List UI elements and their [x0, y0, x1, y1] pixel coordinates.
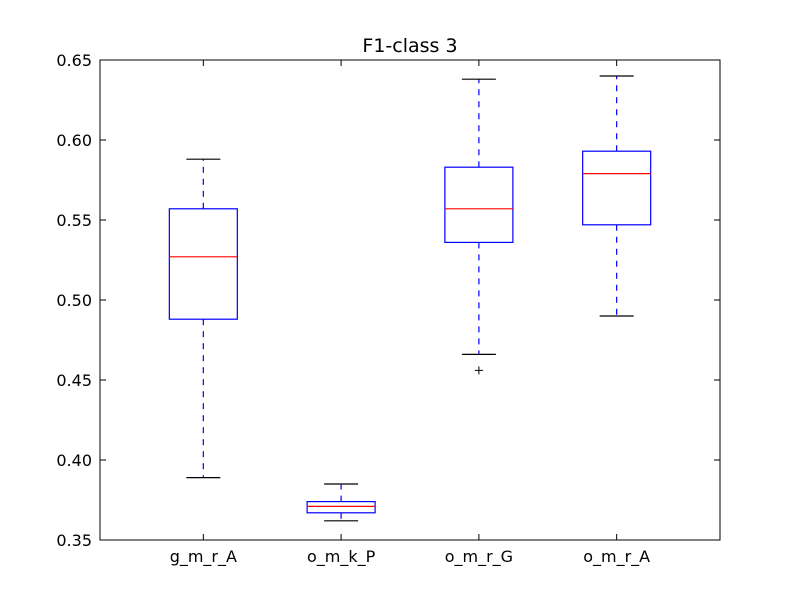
chart-title: F1-class 3 — [362, 35, 457, 57]
iqr-box — [306, 501, 376, 514]
y-tick-label: 0.45 — [56, 371, 92, 390]
x-tick-label: g_m_r_A — [170, 547, 237, 567]
y-tick-label: 0.40 — [56, 451, 92, 470]
iqr-box — [444, 166, 514, 243]
y-tick-label: 0.60 — [56, 131, 92, 150]
iqr-box — [582, 150, 652, 226]
y-tick-label: 0.50 — [56, 291, 92, 310]
y-tick-label: 0.35 — [56, 531, 92, 550]
x-tick-label: o_m_k_P — [307, 547, 376, 567]
y-tick-label: 0.65 — [56, 51, 92, 70]
iqr-box — [168, 208, 238, 320]
y-tick-label: 0.55 — [56, 211, 92, 230]
x-tick-label: o_m_r_A — [583, 547, 650, 567]
x-tick-label: o_m_r_G — [445, 547, 513, 567]
axes-frame — [99, 59, 721, 541]
plot-area: 0.35 0.40 0.45 0.50 0.55 0.60 0.65 g_m_r_A o_m_k… — [56, 51, 720, 567]
